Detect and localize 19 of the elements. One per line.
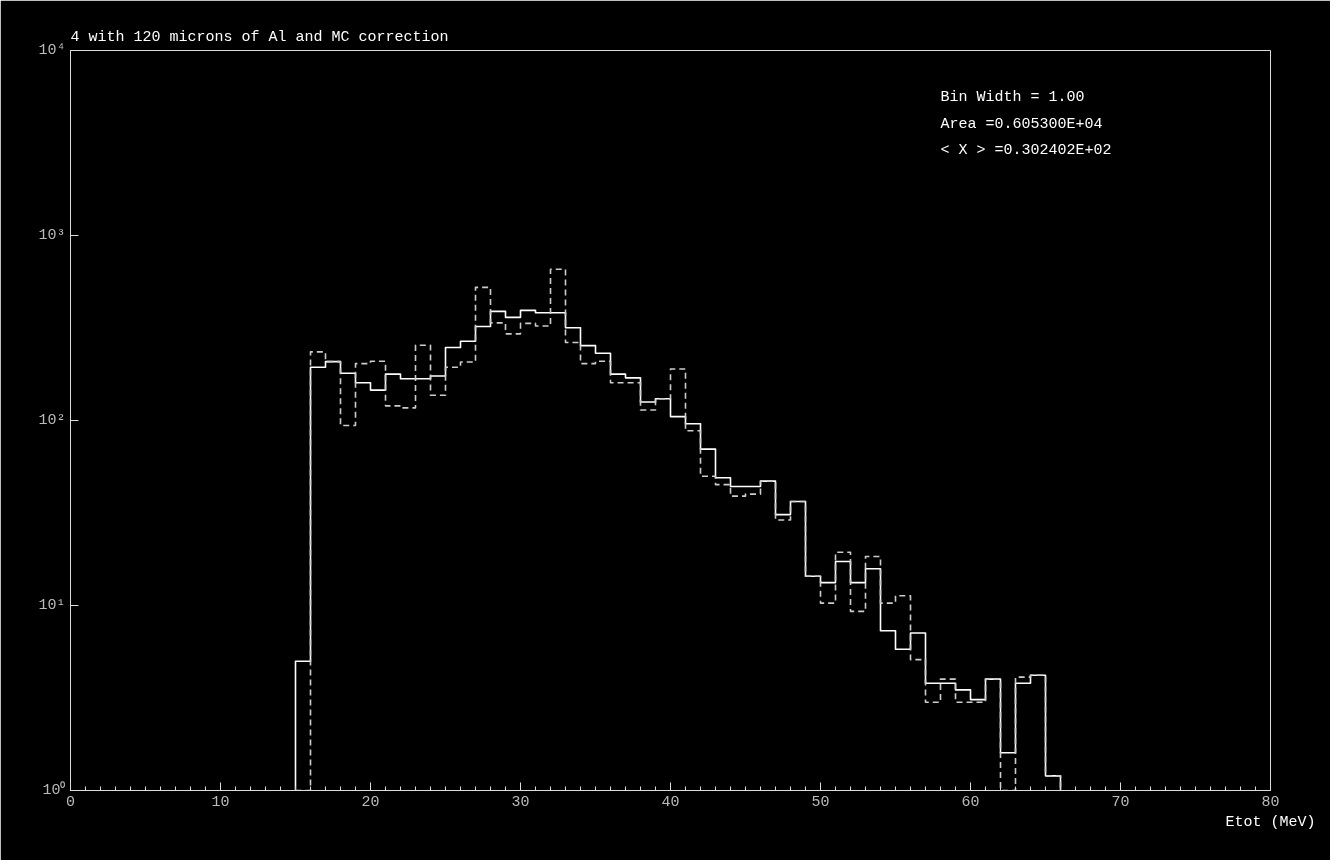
x-tick-label: 20: [361, 793, 380, 811]
annotation: Area =0.605300E+04: [940, 115, 1103, 133]
x-axis-title: Etot (MeV): [1225, 813, 1316, 831]
y-tick-label: 10²: [38, 412, 66, 429]
x-tick-label: 70: [1111, 793, 1130, 811]
x-tick-label: 30: [511, 793, 530, 811]
y-tick-label: 10¹: [38, 597, 66, 614]
y-tick-label: 10³: [38, 227, 66, 244]
x-tick-label: 40: [661, 793, 680, 811]
x-tick-label: 80: [1261, 793, 1280, 811]
y-tick-label: 10⁰: [42, 781, 66, 799]
annotation: Bin Width = 1.00: [940, 89, 1085, 107]
chart-title: 4 with 120 microns of Al and MC correction: [70, 28, 449, 46]
annotation: < X > =0.302402E+02: [940, 141, 1112, 159]
x-tick-label: 0: [66, 793, 76, 811]
x-tick-label: 10: [211, 793, 230, 811]
x-tick-label: 60: [961, 793, 980, 811]
y-tick-label: 10⁴: [38, 42, 66, 59]
x-tick-label: 50: [811, 793, 830, 811]
